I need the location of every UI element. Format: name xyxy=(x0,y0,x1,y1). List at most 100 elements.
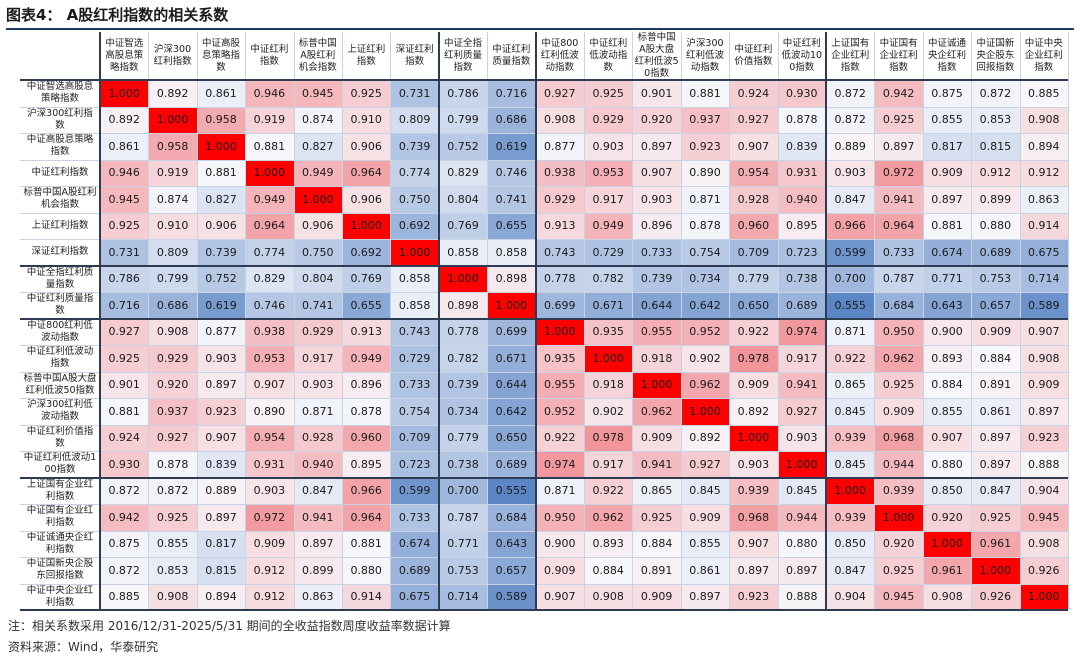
cell-value: 0.927 xyxy=(689,457,721,471)
cell-value: 0.861 xyxy=(979,404,1012,418)
heatmap-cell: 0.884 xyxy=(632,530,681,557)
cell-value: 0.739 xyxy=(398,139,431,153)
cell-value: 0.907 xyxy=(253,378,286,392)
cell-value: 0.671 xyxy=(495,351,528,365)
heatmap-cell: 0.950 xyxy=(874,318,923,345)
grid-line xyxy=(293,32,295,610)
cell-value: 0.871 xyxy=(834,325,866,339)
heatmap-cell: 0.804 xyxy=(293,265,342,292)
heatmap-cell: 0.750 xyxy=(390,186,439,213)
heatmap-cell: 0.942 xyxy=(100,504,149,531)
cell-value: 0.738 xyxy=(447,457,479,471)
cell-value: 0.754 xyxy=(689,245,721,259)
grid-line xyxy=(971,32,973,610)
cell-value: 0.858 xyxy=(495,245,528,259)
heatmap-cell: 1.000 xyxy=(729,424,778,451)
heatmap-cell: 0.889 xyxy=(196,477,246,504)
heatmap-cell: 0.961 xyxy=(971,530,1020,557)
heatmap-cell: 0.738 xyxy=(777,265,826,292)
cell-value: 0.817 xyxy=(205,537,237,551)
grid-line xyxy=(1019,32,1021,610)
cell-value: 0.714 xyxy=(447,590,479,604)
cell-value: 0.884 xyxy=(640,537,673,551)
grid-line xyxy=(20,424,1068,426)
cell-value: 0.906 xyxy=(350,139,382,153)
row-header: 中证国新央企股东回报指数 xyxy=(26,558,94,582)
heatmap-cell: 0.733 xyxy=(390,371,439,398)
heatmap-cell: 0.752 xyxy=(438,133,488,160)
cell-value: 0.650 xyxy=(737,298,770,312)
heatmap-cell: 0.895 xyxy=(342,451,391,478)
heatmap-cell: 0.920 xyxy=(632,106,681,133)
cell-value: 0.855 xyxy=(689,537,721,551)
heatmap-cell: 0.733 xyxy=(632,239,681,266)
heatmap-cell: 0.949 xyxy=(584,212,633,239)
cell-value: 0.689 xyxy=(398,563,431,577)
heatmap-cell: 0.897 xyxy=(680,583,730,610)
heatmap-cell: 0.972 xyxy=(874,159,923,186)
heatmap-cell: 0.894 xyxy=(196,583,246,610)
cell-value: 0.734 xyxy=(689,272,721,286)
cell-value: 0.684 xyxy=(495,510,528,524)
row-header: 中证800红利低波动指数 xyxy=(27,319,93,343)
heatmap-cell: 0.897 xyxy=(777,557,826,584)
heatmap-cell: 0.863 xyxy=(1019,186,1068,213)
cell-value: 0.919 xyxy=(253,113,286,127)
heatmap-cell: 0.941 xyxy=(293,504,342,531)
heatmap-cell: 0.964 xyxy=(342,159,391,186)
heatmap-cell: 0.689 xyxy=(971,239,1020,266)
cell-value: 0.733 xyxy=(882,245,915,259)
cell-value: 0.752 xyxy=(205,272,237,286)
cell-value: 0.827 xyxy=(205,192,237,206)
heatmap-cell: 0.922 xyxy=(729,318,778,345)
col-header: 深证红利指数 xyxy=(395,44,434,67)
cell-value: 0.952 xyxy=(544,404,576,418)
heatmap-cell: 0.847 xyxy=(971,477,1020,504)
cell-value: 0.929 xyxy=(592,113,624,127)
cell-value: 0.946 xyxy=(108,166,140,180)
col-header: 沪深300红利指数 xyxy=(153,44,192,67)
heatmap-cell: 0.925 xyxy=(971,504,1020,531)
heatmap-cell: 0.929 xyxy=(148,345,197,372)
col-header: 标普中国A股红利机会指数 xyxy=(298,38,337,73)
cell-value: 0.741 xyxy=(302,298,334,312)
heatmap-cell: 0.877 xyxy=(196,318,246,345)
grid-line xyxy=(729,32,731,610)
heatmap-cell: 0.918 xyxy=(584,371,633,398)
heatmap-cell: 0.960 xyxy=(342,424,391,451)
heatmap-cell: 0.903 xyxy=(729,451,778,478)
heatmap-cell: 0.925 xyxy=(584,80,633,107)
cell-value: 0.955 xyxy=(544,378,576,392)
heatmap-cell: 0.953 xyxy=(584,159,633,186)
cell-value: 0.910 xyxy=(156,219,189,233)
heatmap-cell: 1.000 xyxy=(971,557,1020,584)
cell-value: 1.000 xyxy=(834,484,866,498)
row-header: 中证红利低波动100指数 xyxy=(23,452,97,476)
cell-value: 0.896 xyxy=(640,219,673,233)
cell-value: 0.723 xyxy=(398,457,431,471)
cell-value: 0.890 xyxy=(253,404,286,418)
heatmap-cell: 0.912 xyxy=(245,557,294,584)
heatmap-cell: 0.872 xyxy=(100,557,149,584)
cell-value: 0.878 xyxy=(350,404,382,418)
heatmap-cell: 0.899 xyxy=(971,186,1020,213)
cell-value: 0.912 xyxy=(253,590,286,604)
cell-value: 0.674 xyxy=(398,537,431,551)
heatmap-cell: 0.909 xyxy=(535,557,584,584)
heatmap-cell: 1.000 xyxy=(922,530,972,557)
cell-value: 0.743 xyxy=(544,245,576,259)
cell-value: 0.903 xyxy=(834,166,866,180)
heatmap-cell: 0.903 xyxy=(584,133,633,160)
cell-value: 0.927 xyxy=(544,86,576,100)
group-divider xyxy=(825,32,827,610)
cell-value: 0.847 xyxy=(979,484,1012,498)
cell-value: 0.865 xyxy=(834,378,866,392)
grid-line xyxy=(20,239,1068,240)
heatmap-cell: 0.890 xyxy=(245,398,294,425)
heatmap-cell: 0.926 xyxy=(1019,557,1068,584)
cell-value: 0.927 xyxy=(156,431,189,445)
cell-value: 0.861 xyxy=(108,139,140,153)
grid-line xyxy=(20,106,1068,108)
cell-value: 0.917 xyxy=(302,351,334,365)
grid-line xyxy=(196,32,198,610)
